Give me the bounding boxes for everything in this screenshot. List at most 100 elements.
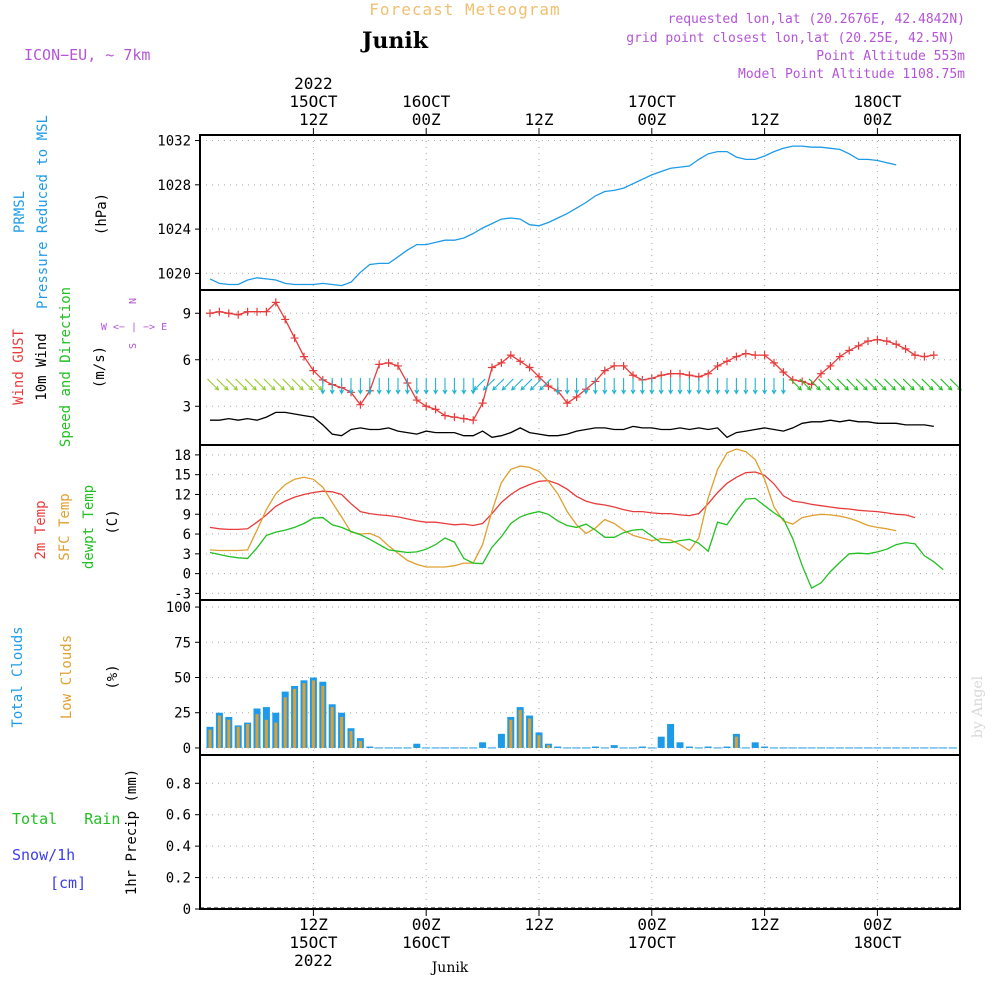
wind-direction-arrow: [461, 377, 467, 395]
prmsl-label: PRMSL: [12, 191, 28, 233]
wind-direction-arrow: [263, 378, 276, 391]
cloud-low-bar: [734, 736, 738, 748]
series-sfc-temp: [209, 448, 897, 568]
y-tick-label: 6: [183, 353, 191, 369]
wind-direction-arrow: [705, 377, 711, 395]
wind-direction-arrow: [520, 378, 533, 391]
pressure-msl-label: Pressure Reduced to MSL: [35, 115, 51, 309]
series-2m-temp: [209, 471, 916, 531]
wind-direction-arrow: [630, 377, 636, 395]
wind-direction-arrow: [715, 377, 721, 395]
wind-direction-arrow: [376, 377, 382, 395]
gust-marker: [488, 363, 496, 372]
pressure-panel: 1020 1024 1028 1032: [157, 134, 961, 291]
gust-marker: [309, 366, 318, 375]
wind-direction-arrow: [470, 377, 476, 395]
gust-marker: [760, 351, 769, 360]
cloud-panel-labels: Total Clouds Low Clouds (%): [10, 626, 121, 727]
x-tick-label: 18OCT: [853, 92, 902, 111]
wind-direction-arrow: [433, 377, 439, 395]
wind-direction-arrow: [482, 378, 495, 391]
x-tick-label: 17OCT: [628, 933, 677, 952]
cloud-low-bar: [302, 683, 306, 748]
wind-direction-arrow: [621, 377, 627, 395]
wind-direction-arrow: [244, 378, 257, 391]
cloud-low-bar: [509, 719, 513, 748]
y-tick-label: 6: [183, 527, 191, 543]
x-tick-label: 18OCT: [853, 933, 902, 952]
cloud-panel: 0 25 50 75 100: [166, 599, 961, 757]
wind-direction-arrow: [639, 377, 645, 395]
gust-marker: [929, 351, 938, 360]
y-tick-label: 0.4: [166, 839, 191, 855]
wind-gust-label: Wind GUST: [11, 329, 27, 405]
gust-marker: [375, 360, 384, 369]
x-tick-label: 12Z: [750, 915, 779, 934]
meteogram-title: Forecast Meteogram: [369, 0, 560, 19]
wind-direction-arrow: [592, 377, 598, 395]
gust-marker: [779, 368, 788, 377]
cloud-low-bar: [255, 714, 259, 748]
cloud-total-bar: [479, 742, 487, 748]
gust-marker: [713, 361, 722, 370]
gust-marker: [563, 399, 572, 408]
wind-direction-arrow: [902, 378, 915, 391]
gust-marker: [788, 375, 797, 384]
gust-marker: [741, 349, 750, 358]
wind-direction-arrow: [555, 377, 561, 395]
wind-direction-arrow: [574, 377, 580, 395]
gust-marker: [243, 307, 252, 316]
wind-direction-arrow: [696, 377, 702, 395]
gust-marker: [516, 357, 525, 366]
cloud-unit-label: (%): [105, 664, 121, 689]
wind-direction-arrow: [752, 377, 758, 395]
wind-direction-arrow: [492, 378, 505, 391]
y-tick-label: 0: [183, 741, 191, 757]
precip-panel: 0 0.2 0.4 0.6 0.8: [166, 754, 961, 918]
wind-direction-arrow: [301, 378, 314, 391]
y-tick-label: 50: [174, 671, 191, 687]
cloud-low-bar: [518, 709, 522, 748]
gust-marker: [441, 411, 449, 420]
gust-marker: [215, 307, 224, 316]
total-clouds-label: Total Clouds: [10, 626, 26, 727]
wind-direction-arrow: [865, 378, 878, 391]
gust-marker: [253, 307, 261, 316]
gust-marker: [469, 416, 478, 425]
y-tick-label: 0: [183, 567, 191, 583]
cloud-low-bar: [264, 719, 268, 748]
temp-dewpt-label: dewpt Temp: [81, 485, 97, 569]
series-prmsl: [209, 145, 897, 287]
x-tick-label: 00Z: [637, 110, 666, 129]
y-tick-label: 15: [174, 468, 191, 484]
wind-direction-arrow: [808, 378, 821, 391]
wind-direction-arrow: [855, 378, 868, 391]
wind-direction-arrow: [893, 378, 906, 391]
wind-direction-arrow: [357, 377, 363, 395]
wind-direction-arrow: [207, 378, 220, 391]
model-label: ICON−EU, ~ 7km: [24, 46, 150, 64]
y-tick-label: 3: [183, 399, 191, 415]
x-tick-label: 00Z: [863, 110, 892, 129]
wind-direction-arrow: [762, 377, 768, 395]
location-title: Junik: [360, 28, 429, 54]
panel-frame: [199, 134, 961, 291]
wind-direction-arrow: [282, 378, 295, 391]
y-tick-label: 0.2: [166, 871, 191, 887]
gust-marker: [271, 298, 280, 307]
gust-marker: [920, 352, 929, 361]
x-tick-label: 00Z: [412, 110, 441, 129]
x-tick-label: 00Z: [412, 915, 441, 934]
gust-marker: [234, 310, 243, 319]
temp-panel: -3 0 3 6 9 12 15 18: [174, 444, 961, 602]
wind-direction-arrow: [930, 378, 944, 391]
cloud-low-bar: [274, 722, 278, 748]
wind-direction-arrow: [686, 377, 692, 395]
watermark: by Angel: [970, 675, 986, 738]
cloud-low-bar: [283, 697, 287, 748]
wind-direction-arrow: [874, 378, 887, 391]
y-tick-label: 1024: [157, 222, 191, 238]
x-tick-label: 15OCT: [289, 933, 338, 952]
